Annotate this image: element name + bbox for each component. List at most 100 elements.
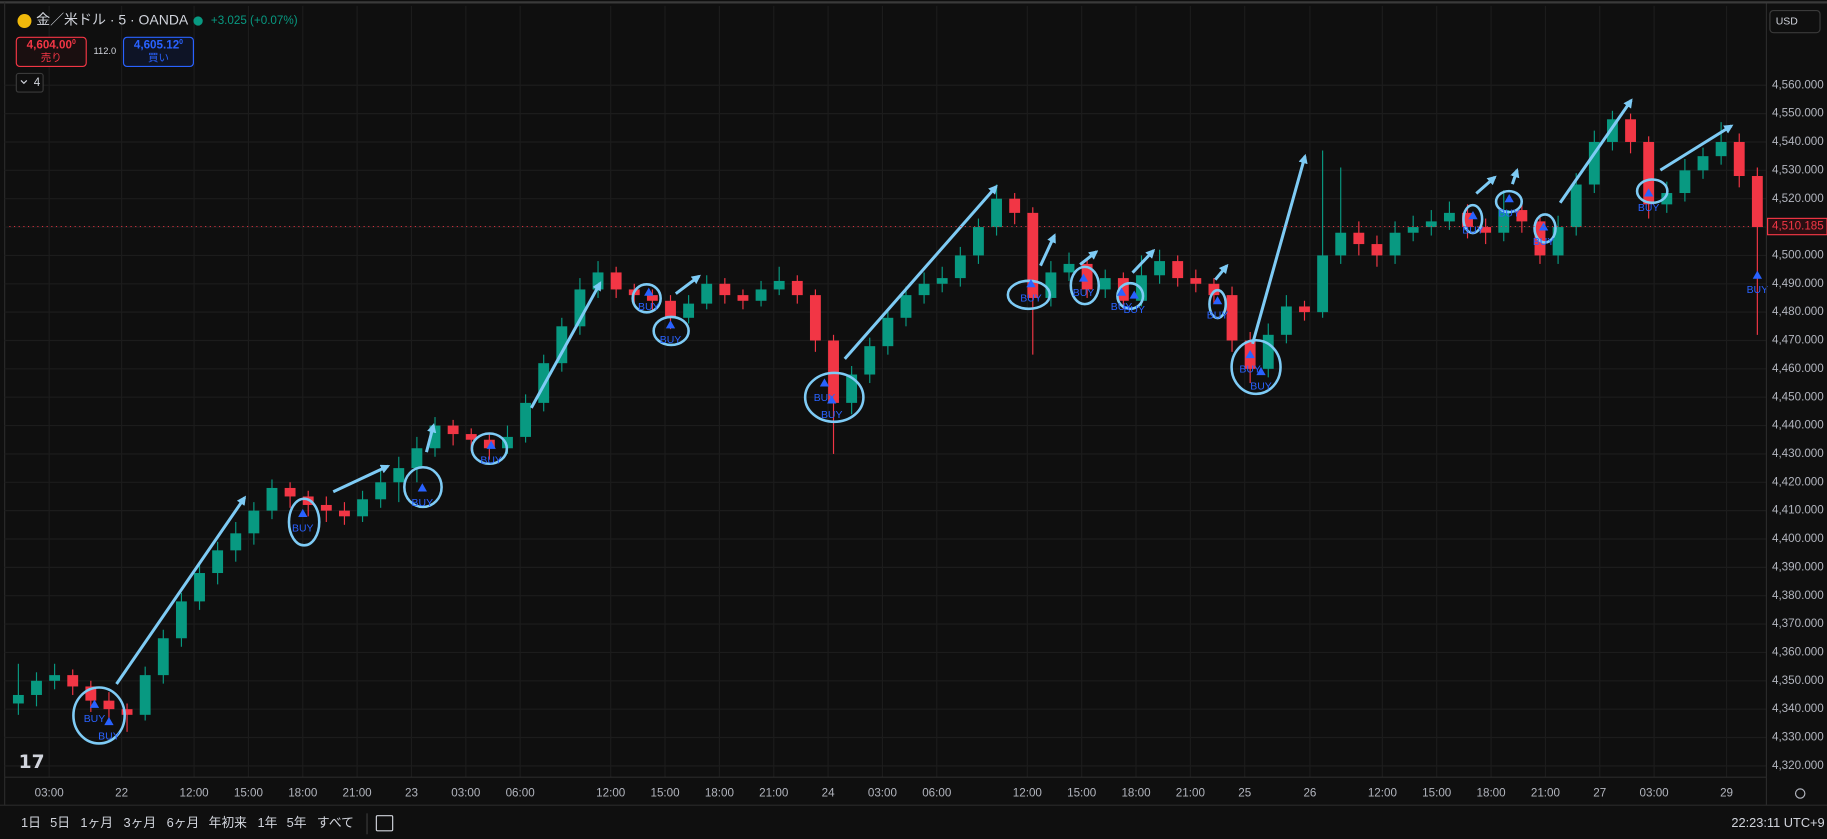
candle-body: [1570, 184, 1582, 228]
candle-body: [610, 272, 622, 290]
circle-drawing: [1533, 213, 1557, 244]
currency-button[interactable]: [1769, 9, 1821, 34]
candle-body: [1063, 263, 1075, 273]
clock: 22:23:11 UTC+9: [1731, 815, 1824, 830]
tv-logo: 𝟭𝟳: [19, 751, 45, 772]
arrow-drawing: [1659, 124, 1734, 172]
x-tick-label: 12:00: [596, 787, 626, 800]
buy-marker: [819, 378, 830, 387]
arrow-drawing: [1558, 98, 1633, 204]
candle-body: [12, 694, 24, 704]
y-tick-label: 4,360.000: [1772, 646, 1824, 659]
x-tick-label: 29: [1720, 787, 1733, 800]
buy-marker: [486, 440, 496, 449]
buy-marker: [89, 699, 100, 708]
candle-body: [1607, 119, 1618, 142]
buy-marker: [1212, 296, 1223, 305]
buy-label: BUY: [412, 498, 434, 509]
range-button[interactable]: 6ヶ月: [167, 815, 200, 830]
candle-body: [683, 303, 695, 318]
candle-body: [846, 374, 858, 403]
candle-body: [1625, 119, 1636, 142]
buy-label: BUY: [292, 523, 314, 534]
buy-marker: [644, 287, 654, 296]
range-button[interactable]: 5日: [50, 815, 70, 830]
candle-body: [1733, 141, 1745, 177]
candle-body: [1643, 141, 1655, 205]
candle-body: [954, 255, 966, 279]
buy-button[interactable]: [122, 36, 195, 68]
settings-icon[interactable]: [1794, 788, 1806, 799]
candle-body: [973, 227, 984, 256]
indicator-toggle[interactable]: [15, 72, 44, 93]
candle-body: [1498, 210, 1510, 233]
y-tick-label: 4,330.000: [1772, 731, 1824, 744]
candle-body: [1009, 198, 1021, 213]
sell-price-sup: 0: [72, 39, 76, 46]
x-tick-label: 18:00: [1121, 787, 1151, 800]
symbol-title[interactable]: 金／米ドル · 5 · OANDA: [36, 12, 189, 28]
range-button[interactable]: 3ヶ月: [124, 815, 157, 830]
y-tick-label: 4,350.000: [1772, 674, 1824, 687]
candle-body: [411, 448, 423, 469]
buy-label: BUY: [821, 410, 843, 421]
candle-body: [1552, 227, 1564, 256]
candle-body: [85, 686, 97, 701]
candle-body: [809, 295, 821, 341]
range-button[interactable]: 年初来: [209, 815, 248, 830]
x-tick-label: 12:00: [1368, 787, 1398, 800]
candle-body: [1389, 232, 1401, 256]
axis-layer: 4,320.000 4,330.000 4,340.000 4,350.000 4,36…: [4, 3, 1827, 806]
candle-body: [773, 280, 785, 290]
range-button[interactable]: 1日: [21, 815, 41, 830]
x-tick-label: 03:00: [1640, 787, 1670, 800]
candle-body: [1190, 278, 1202, 284]
circle-drawing: [631, 283, 662, 314]
indicator-count: 4: [34, 76, 41, 89]
buy-label: BUY: [1747, 285, 1769, 296]
buy-marker: [1752, 270, 1763, 279]
x-tick-label: 12:00: [1013, 787, 1043, 800]
candle-body: [194, 573, 205, 602]
y-tick-label: 4,490.000: [1772, 277, 1824, 290]
x-tick-label: 27: [1593, 787, 1606, 800]
candle-body: [248, 510, 260, 534]
status-dot: [193, 16, 203, 26]
candle-body: [1697, 156, 1709, 171]
arrow-drawing: [674, 274, 701, 295]
candle-body: [1335, 232, 1347, 256]
sell-button[interactable]: [15, 36, 87, 68]
buy-marker: [1468, 211, 1478, 220]
candle-body: [1751, 176, 1763, 228]
candle-body: [1262, 334, 1274, 369]
range-button[interactable]: 1ヶ月: [80, 815, 113, 830]
circle-drawing: [1230, 338, 1282, 396]
x-tick-label: 23: [405, 787, 418, 800]
range-button[interactable]: 1年: [258, 815, 278, 830]
buy-label: BUY: [1533, 237, 1555, 248]
candle-body: [103, 700, 115, 710]
spread: 112.0: [94, 46, 117, 56]
x-tick-label: 25: [1238, 787, 1251, 800]
buy-marker: [1256, 367, 1266, 376]
buy-marker: [104, 716, 114, 726]
buy-label: BUY: [638, 302, 660, 313]
range-button[interactable]: 5年: [287, 815, 307, 830]
x-tick-label: 12:00: [180, 787, 210, 800]
x-tick-label: 24: [822, 787, 835, 800]
buy-label: BUY: [814, 393, 836, 404]
candle-body: [266, 487, 278, 511]
buy-label: BUY: [1498, 209, 1520, 220]
y-tick-label: 4,480.000: [1772, 305, 1824, 318]
candle-body: [1172, 261, 1184, 279]
y-tick-label: 4,450.000: [1772, 390, 1824, 403]
buy-label: BUY: [84, 714, 106, 725]
date-range-icon[interactable]: [375, 815, 394, 832]
range-button[interactable]: すべて: [317, 815, 354, 830]
buy-label: BUY: [660, 335, 682, 346]
buy-label: BUY: [480, 455, 502, 466]
x-tick-label: 15:00: [234, 787, 264, 800]
chevron-icon: [20, 80, 28, 85]
